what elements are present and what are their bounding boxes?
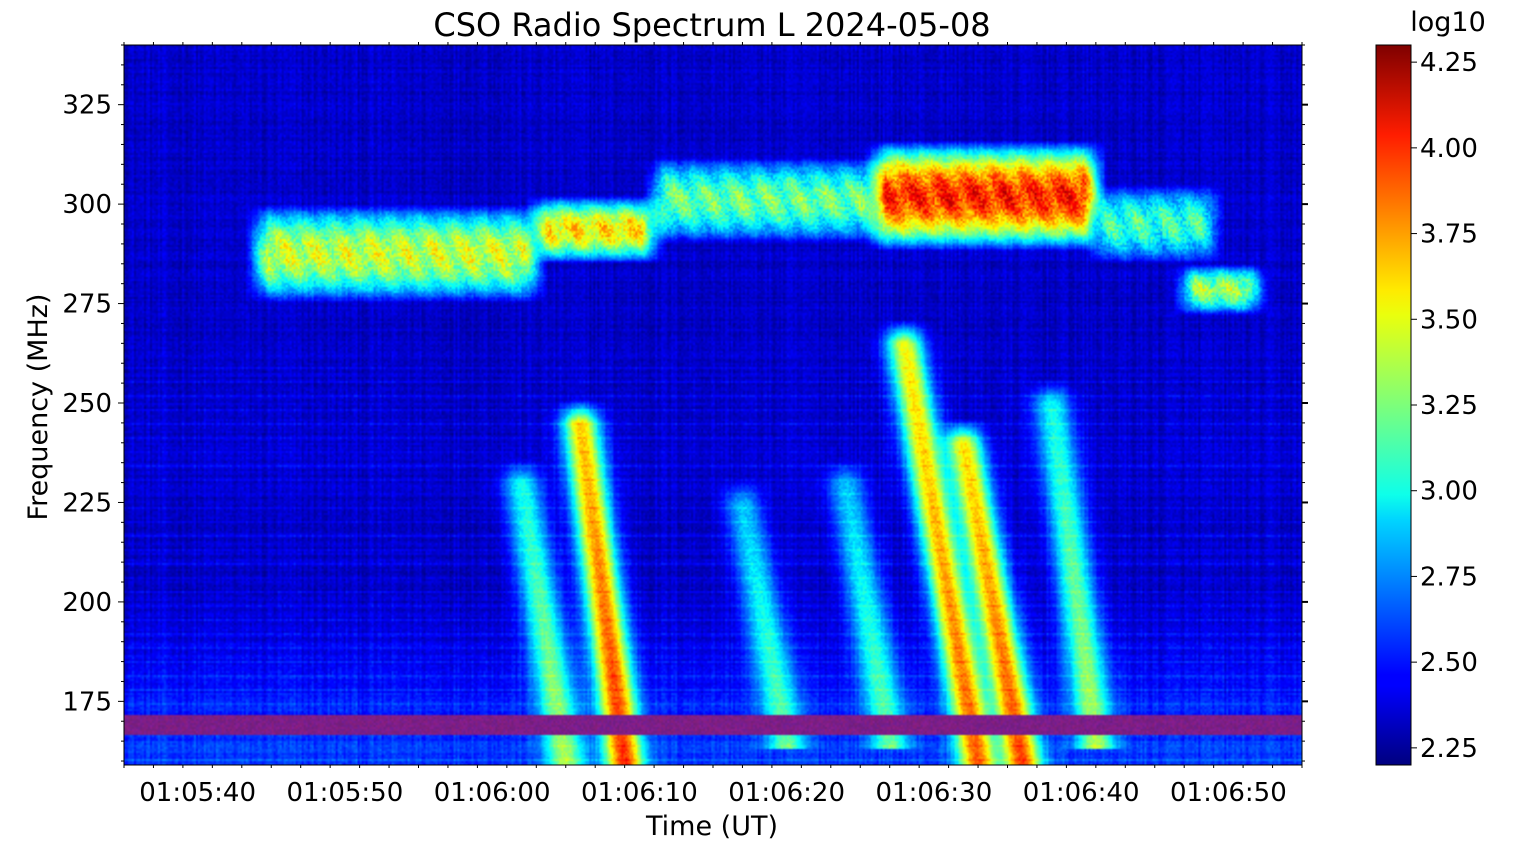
x-tick-label: 01:06:30 [875,778,992,808]
y-axis-label: Frequency (MHz) [23,294,54,521]
colorbar-tick-label: 2.50 [1420,648,1478,678]
x-tick-label: 01:06:20 [728,778,845,808]
chart-title: CSO Radio Spectrum L 2024-05-08 [433,6,990,44]
x-tick-label: 01:06:00 [434,778,551,808]
y-tick-label: 200 [62,588,112,618]
y-axis: 175 200 225 250 275 300 325 [62,44,1308,762]
x-tick-label: 01:06:50 [1170,778,1287,808]
colorbar-tick-label: 4.00 [1420,134,1478,164]
colorbar-tick-label: 4.25 [1420,48,1478,78]
y-tick-label: 325 [62,91,112,121]
colorbar-tick-label: 3.25 [1420,391,1478,421]
colorbar: 2.25 2.50 2.75 3.00 3.25 3.50 3.75 4.00 4.25 log… [1375,7,1486,766]
x-tick-label: 01:05:50 [286,778,403,808]
x-axis-label: Time (UT) [645,811,778,842]
colorbar-tick-label: 2.75 [1420,562,1478,592]
x-tick-label: 01:06:40 [1023,778,1140,808]
colorbar-label: log10 [1410,7,1486,38]
y-tick-label: 175 [62,687,112,717]
spectrogram-plot: 01:05:40 01:05:50 01:06:00 01:06:10 01:06:20… [62,42,1308,808]
y-tick-label: 275 [62,290,112,320]
y-tick-label: 300 [62,190,112,220]
x-axis: 01:05:40 01:05:50 01:06:00 01:06:10 01:06:20… [123,42,1303,808]
colorbar-tick-label: 3.50 [1420,305,1478,335]
y-tick-label: 250 [62,389,112,419]
colorbar-tick-label: 3.00 [1420,477,1478,507]
spectrogram-image [124,45,1302,765]
x-tick-label: 01:06:10 [581,778,698,808]
colorbar-gradient [1375,44,1412,766]
colorbar-tick-label: 3.75 [1420,220,1478,250]
y-tick-label: 225 [62,488,112,518]
x-tick-label: 01:05:40 [139,778,256,808]
colorbar-ticks: 2.25 2.50 2.75 3.00 3.25 3.50 3.75 4.00 4.25 [1411,48,1478,764]
colorbar-tick-label: 2.25 [1420,734,1478,764]
